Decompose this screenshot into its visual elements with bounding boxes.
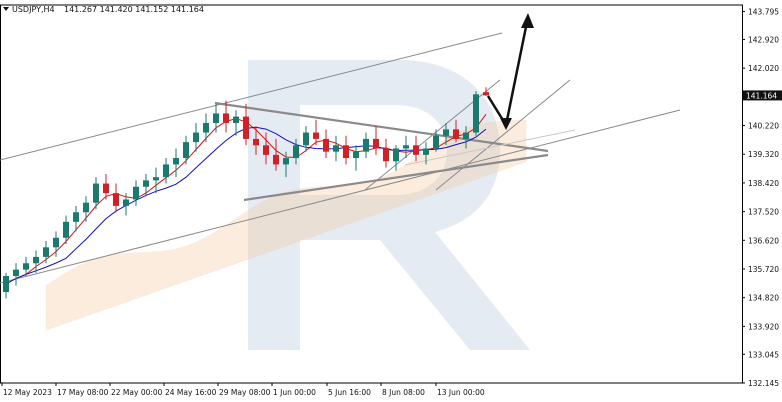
trend-lines [0, 32, 681, 284]
candle-body [283, 158, 289, 165]
candle-body [223, 113, 229, 123]
candle-body [193, 132, 199, 143]
y-tick-label: 133.045 [748, 350, 779, 359]
x-tick-label: 5 Jun 16:00 [328, 388, 371, 397]
price-axis: 143.795 142.920 142.020 141.164 140.220 139.3… [742, 8, 782, 388]
triangle-lower-line [243, 153, 549, 202]
candle-body [63, 221, 69, 238]
support-line [404, 129, 576, 166]
y-tick-label: 136.620 [748, 236, 779, 245]
candle-body [383, 148, 389, 162]
y-tick-label: 138.420 [748, 179, 779, 188]
candle-body [143, 180, 149, 187]
candle-body [253, 138, 259, 146]
candle-body [233, 116, 239, 123]
x-tick-label: 22 May 00:00 [111, 388, 163, 397]
candle-body [3, 276, 9, 292]
x-tick-label: 17 May 08:00 [57, 388, 109, 397]
candle-body [73, 212, 79, 222]
candle-body [463, 132, 469, 139]
candle-body [373, 138, 379, 149]
current-price-tag [743, 90, 782, 101]
candle-body [343, 145, 349, 159]
y-tick-label: 133.920 [748, 322, 779, 331]
cloud-area [45, 119, 527, 331]
candle-body [103, 183, 109, 194]
candle-body [323, 138, 329, 152]
candle-body [443, 129, 449, 136]
candle-body [353, 151, 359, 159]
candle-body [13, 269, 19, 277]
candle-body [403, 145, 409, 149]
candle-body [423, 148, 429, 155]
channel-top-line [0, 32, 503, 161]
candle-body [133, 186, 139, 200]
forecast-path [486, 21, 529, 129]
candle-body [53, 237, 59, 248]
y-tick-label: 143.795 [748, 8, 779, 17]
x-tick-label: 24 May 16:00 [165, 388, 217, 397]
candle-body [23, 263, 29, 270]
candle-body [123, 199, 129, 206]
x-tick-label: 1 Jun 00:00 [273, 388, 316, 397]
candle-body [433, 135, 439, 149]
y-tick-label: 139.320 [748, 150, 779, 159]
chart-frame [0, 4, 743, 384]
y-tick-label: 132.145 [748, 379, 779, 388]
x-tick-label: 12 May 2023 [3, 388, 52, 397]
candles [3, 87, 489, 299]
candle-body [213, 113, 219, 123]
candle-body [83, 202, 89, 213]
candle-body [273, 154, 279, 165]
candle-body [473, 94, 479, 133]
dropdown-triangle-icon[interactable] [3, 7, 9, 11]
candle-body [113, 193, 119, 206]
y-tick-label: 142.920 [748, 35, 779, 44]
y-tick-label: 137.520 [748, 208, 779, 217]
candle-body [243, 116, 249, 139]
candle-body [203, 122, 209, 133]
time-axis: 12 May 2023 17 May 08:00 22 May 00:00 24 Ma… [1, 383, 485, 397]
arrow-mid-head [500, 118, 512, 130]
chart-header: USDJPY,H4 141.267 141.420 141.152 141.16… [3, 5, 204, 14]
candle-body [413, 145, 419, 155]
arrow-up-head [521, 13, 534, 28]
sub-channel-lower-line [435, 79, 571, 191]
current-price-label: 141.164 [746, 91, 777, 100]
y-tick-label: 134.820 [748, 294, 779, 303]
candle-body [483, 92, 489, 96]
candle-body [33, 256, 39, 264]
candle-body [363, 138, 369, 152]
y-tick-label: 135.720 [748, 265, 779, 274]
channel-bottom-line [0, 109, 681, 284]
candle-body [173, 158, 179, 165]
candle-body [303, 132, 309, 146]
watermark-logo [248, 60, 530, 350]
x-tick-label: 29 May 08:00 [219, 388, 271, 397]
candle-body [263, 145, 269, 155]
candle-body [333, 145, 339, 152]
y-tick-label: 142.020 [748, 64, 779, 73]
x-tick-label: 13 Jun 00:00 [437, 388, 485, 397]
candle-body [153, 177, 159, 181]
forecast-arrows [486, 13, 534, 130]
y-tick-label: 140.220 [748, 122, 779, 131]
ichimoku-cloud [45, 119, 527, 331]
candle-body [313, 132, 319, 139]
plot-border [0, 4, 743, 384]
ohlc-label: 141.267 141.420 141.152 141.164 [64, 5, 204, 14]
candle-body [43, 247, 49, 257]
symbol-label: USDJPY,H4 [12, 5, 55, 14]
candle-body [183, 142, 189, 159]
x-tick-label: 8 Jun 08:00 [382, 388, 425, 397]
candle-body [163, 164, 169, 178]
candle-body [393, 148, 399, 162]
candle-body [93, 183, 99, 203]
candle-body [293, 145, 299, 159]
candle-body [453, 129, 459, 139]
